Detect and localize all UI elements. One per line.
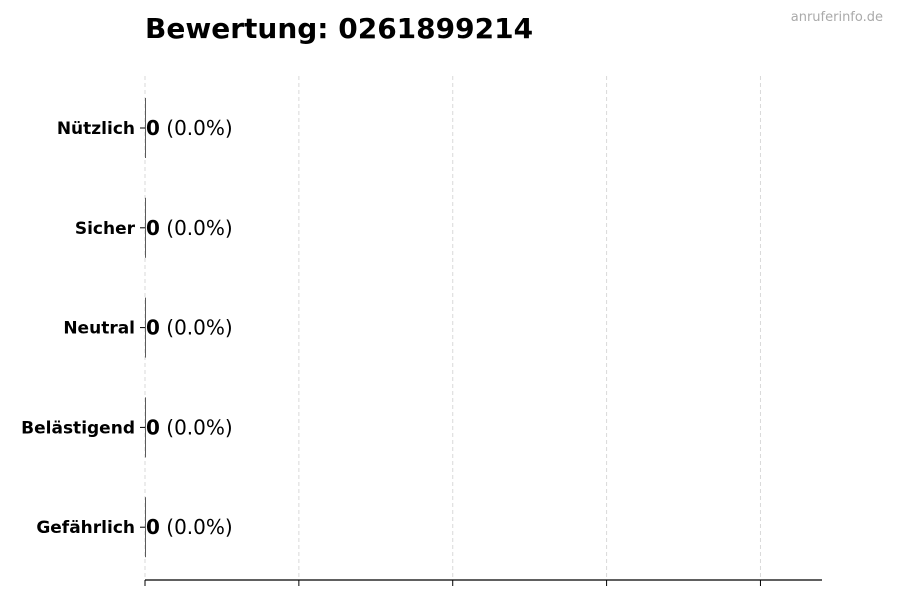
data-label: 0 (0.0%): [146, 116, 233, 140]
bar: [145, 397, 146, 458]
data-label-percent: (0.0%): [160, 515, 233, 539]
data-label-count: 0: [146, 316, 160, 340]
y-tick-label: Gefährlich: [36, 518, 135, 538]
data-label-percent: (0.0%): [160, 116, 233, 140]
data-label: 0 (0.0%): [146, 316, 233, 340]
data-label-percent: (0.0%): [160, 216, 233, 240]
data-label-count: 0: [146, 415, 160, 439]
watermark: anruferinfo.de: [790, 10, 883, 25]
bar: [145, 98, 146, 158]
bar: [145, 297, 146, 358]
chart-title: Bewertung: 0261899214: [145, 12, 534, 45]
data-label-count: 0: [146, 515, 160, 539]
data-label-count: 0: [146, 116, 160, 140]
data-label-count: 0: [146, 216, 160, 240]
data-label-percent: (0.0%): [160, 415, 233, 439]
data-label: 0 (0.0%): [146, 515, 233, 539]
y-tick-label: Belästigend: [21, 418, 135, 438]
data-label: 0 (0.0%): [146, 216, 233, 240]
bar: [145, 197, 146, 258]
y-tick-label: Sicher: [75, 219, 136, 239]
bar: [145, 497, 146, 558]
y-tick-label: Nützlich: [57, 119, 135, 139]
data-label: 0 (0.0%): [146, 415, 233, 439]
y-tick-label: Neutral: [63, 319, 135, 339]
data-label-percent: (0.0%): [160, 316, 233, 340]
